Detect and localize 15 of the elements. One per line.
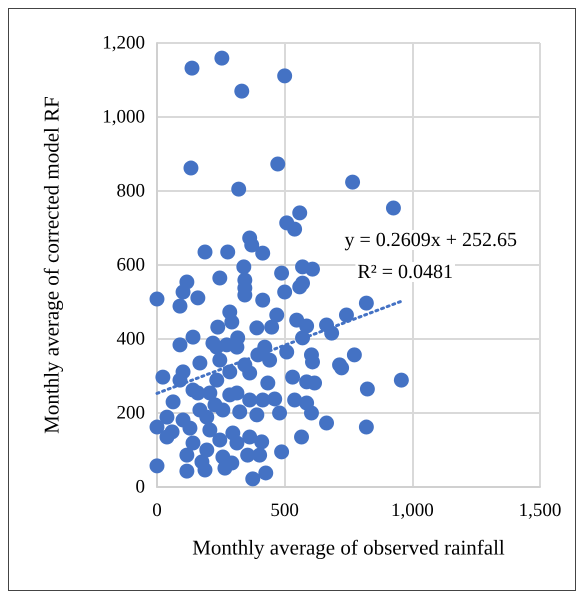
y-tick-label: 400	[116, 328, 145, 350]
x-tick-label: 1,000	[390, 500, 434, 521]
y-axis-title: Monthly average of corrected model RF	[40, 96, 64, 434]
y-tick-label: 1,000	[102, 106, 145, 128]
y-tick-label: 800	[116, 180, 145, 202]
y-tick-label: 200	[116, 402, 145, 424]
y-tick-label: 1,200	[102, 32, 145, 54]
x-axis-title: Monthly average of observed rainfall	[192, 536, 505, 560]
y-tick-label: 0	[136, 476, 145, 498]
y-tick-label: 600	[116, 254, 145, 276]
x-tick-label: 500	[270, 500, 299, 521]
x-tick-label: 1,500	[518, 500, 562, 521]
x-tick-label: 0	[152, 500, 162, 521]
annotation: y = 0.2609x + 252.65	[344, 229, 518, 251]
annotation: R² = 0.0481	[357, 261, 454, 283]
